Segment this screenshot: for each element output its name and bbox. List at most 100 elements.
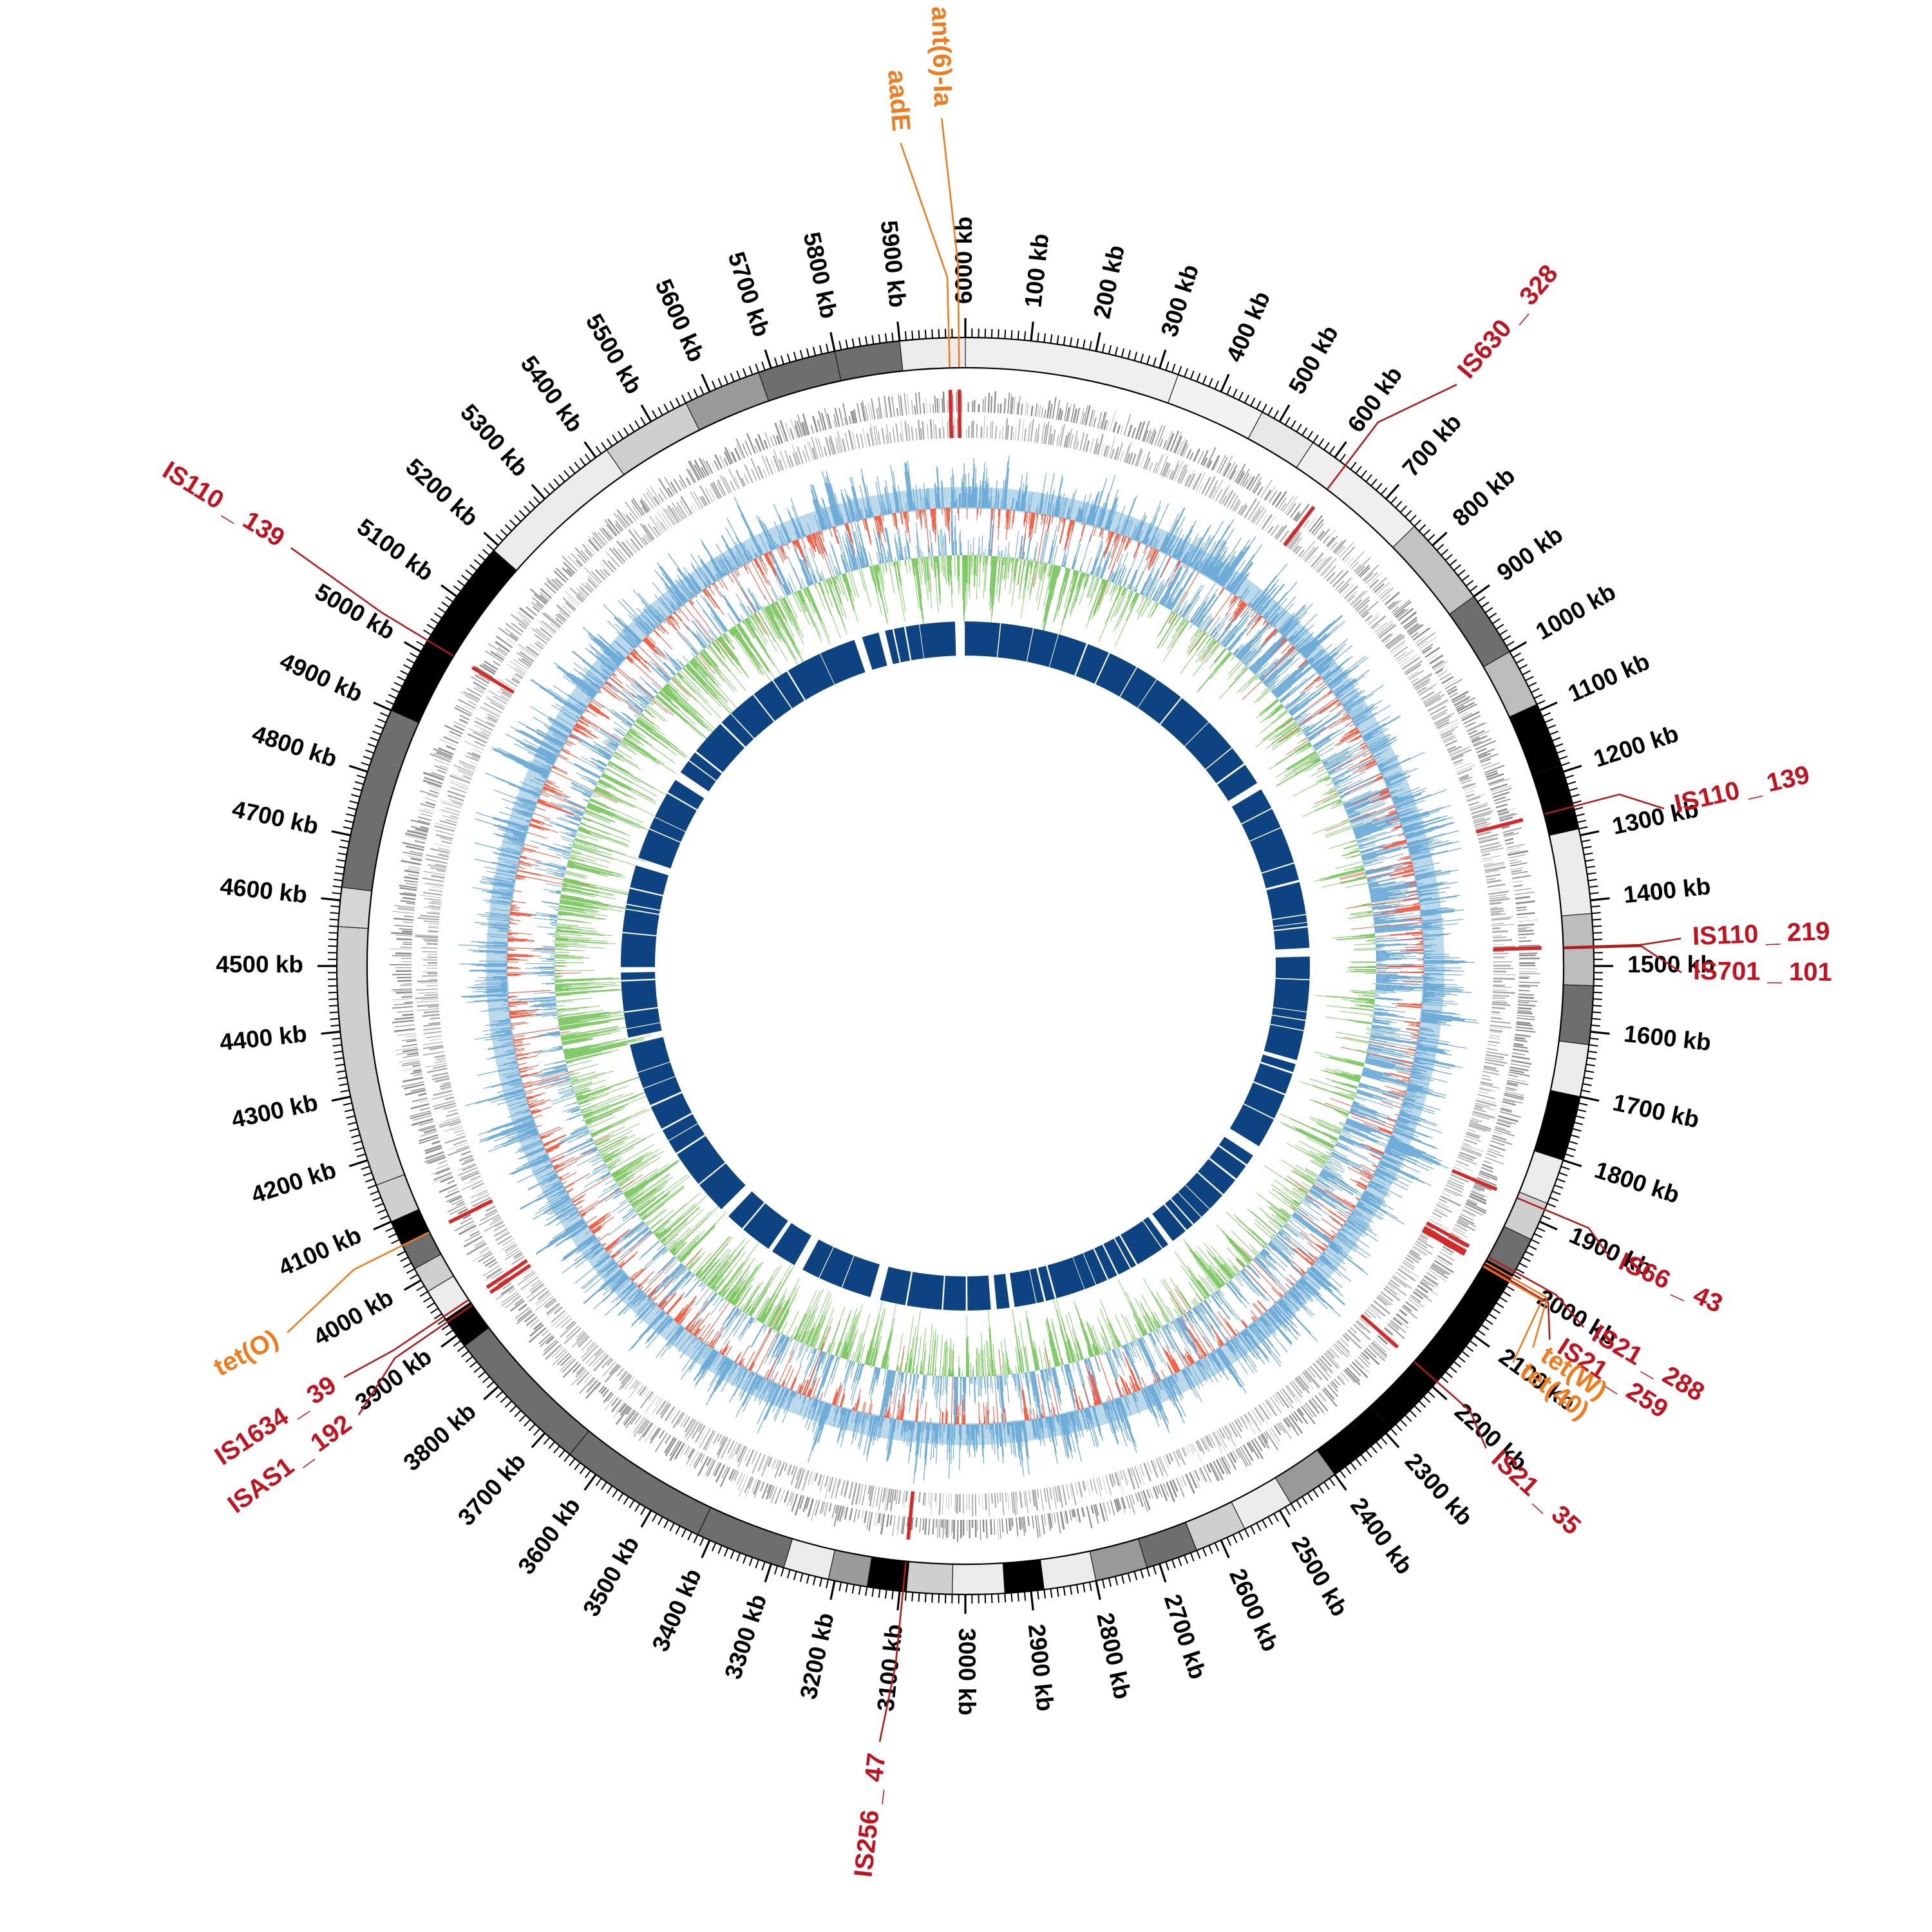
gc-content-bin [1305, 654, 1311, 659]
minor-tick [1146, 1567, 1151, 1577]
cds-feature [1517, 912, 1535, 916]
cds-feature [1493, 952, 1509, 954]
cds-feature [742, 443, 749, 457]
cds-feature [1441, 676, 1454, 685]
cds-feature [1247, 501, 1260, 520]
minor-tick [724, 1548, 729, 1557]
cds-feature [432, 1175, 453, 1184]
cds-feature [730, 1470, 736, 1482]
cds-feature [1491, 1010, 1500, 1014]
cds-feature [402, 842, 425, 849]
minor-tick [478, 554, 486, 561]
cds-feature [399, 893, 417, 897]
gc-content-bin [998, 509, 1001, 540]
cds-feature [555, 1315, 570, 1328]
cds-feature [1027, 404, 1029, 416]
cds-feature [428, 979, 438, 980]
minor-tick [375, 1202, 384, 1208]
minor-tick [528, 1423, 536, 1432]
minor-tick [346, 1115, 355, 1119]
cds-feature [536, 640, 545, 648]
cds-feature [1497, 808, 1508, 813]
cds-feature [1303, 1404, 1314, 1418]
cds-feature [397, 1058, 420, 1063]
minor-tick [911, 330, 914, 340]
minor-tick [486, 544, 495, 551]
cds-feature [1037, 404, 1039, 417]
gc-content-bin [1017, 487, 1021, 511]
cds-feature [1439, 673, 1452, 681]
gc-content-bin [1090, 1374, 1101, 1405]
gc-content-bin [1059, 493, 1065, 518]
cds-feature [751, 1451, 758, 1464]
cds-feature [1140, 1491, 1148, 1512]
cds-feature [728, 1442, 737, 1459]
cds-feature [1488, 1040, 1501, 1044]
cds-feature [1123, 445, 1130, 463]
minor-tick [675, 1526, 681, 1535]
axis-tick-label: 900 kb [1492, 521, 1567, 586]
cds-feature [1332, 570, 1349, 588]
gc-content-bin [1067, 520, 1075, 550]
cds-feature [577, 554, 586, 564]
cds-feature [734, 476, 741, 489]
cds-feature [1244, 1414, 1250, 1423]
gc-content-bin [1162, 519, 1178, 553]
gc-content-bin [1093, 523, 1095, 526]
cds-feature [427, 972, 438, 974]
gc-content-bin [1018, 474, 1023, 511]
cds-feature [790, 1493, 795, 1506]
cds-feature [848, 1481, 854, 1499]
cds-feature [512, 1295, 520, 1302]
minor-tick [1127, 1573, 1132, 1582]
cds-feature [417, 1124, 435, 1132]
cds-feature [1359, 1317, 1369, 1327]
karyotype-block [1316, 1406, 1392, 1475]
cds-feature [652, 1398, 663, 1414]
cds-feature [1023, 1517, 1027, 1533]
gc-content-bin [1155, 538, 1160, 549]
cds-feature [927, 1493, 929, 1505]
gc-content-bin [1068, 516, 1070, 520]
cds-feature [1199, 1467, 1208, 1482]
cds-feature [824, 408, 830, 430]
cds-feature [404, 994, 413, 995]
cds-feature [691, 1423, 702, 1439]
cds-feature [735, 438, 746, 459]
cds-feature [1226, 492, 1236, 508]
cds-feature [1268, 490, 1278, 504]
cds-feature [616, 509, 630, 527]
cds-feature [1427, 699, 1448, 711]
cds-feature [576, 1372, 590, 1386]
cds-feature [422, 877, 444, 882]
cds-feature [1311, 518, 1324, 535]
cds-feature [581, 1343, 596, 1359]
cds-feature [632, 1417, 645, 1434]
cds-feature [593, 1354, 609, 1372]
cds-feature [433, 843, 451, 848]
cds-feature [466, 688, 482, 697]
cds-feature [438, 747, 454, 755]
cds-feature [1486, 773, 1504, 781]
cds-feature [1137, 421, 1146, 440]
cds-feature [417, 820, 431, 824]
cds-feature [886, 434, 888, 444]
cds-feature [447, 1180, 455, 1184]
gc-content-bin [1126, 521, 1133, 537]
cds-feature [1508, 1071, 1530, 1077]
cds-feature [1318, 1392, 1326, 1402]
cds-feature [1007, 392, 1010, 414]
gc-content-bin [1043, 491, 1048, 515]
cds-feature [922, 421, 925, 440]
axis-tick-label: 5200 kb [401, 453, 483, 531]
gc-content-bin [1128, 535, 1130, 538]
minor-tick [1542, 1215, 1551, 1220]
gc-content-bin [1103, 527, 1104, 529]
cds-feature [531, 601, 542, 611]
minor-tick [478, 1371, 486, 1378]
cds-feature [606, 552, 620, 568]
minor-tick [340, 839, 350, 843]
cds-feature [1124, 413, 1132, 436]
gc-content-bin [1186, 537, 1201, 565]
gc-content-bin [1150, 546, 1151, 549]
